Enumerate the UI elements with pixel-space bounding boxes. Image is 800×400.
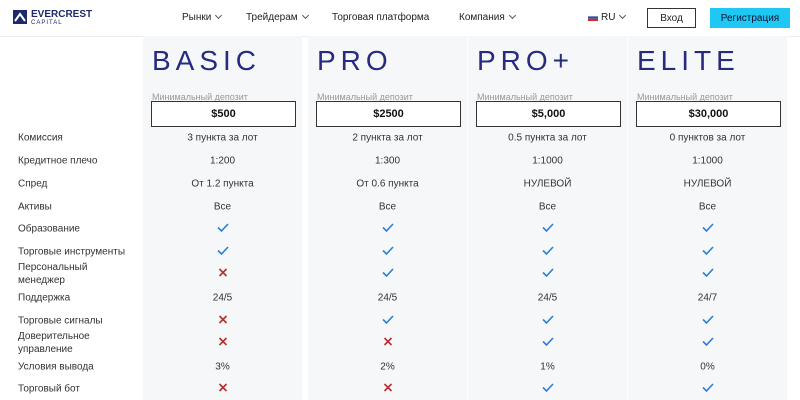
deposit-label: Минимальный депозит [317,92,413,102]
cross-icon [218,268,228,281]
row-label: Образование [18,223,80,235]
cell-text: Все [538,201,557,213]
logo-title[interactable]: EVERCREST [31,9,93,20]
cross-icon [218,337,228,350]
language-selector[interactable]: RU [601,11,627,23]
nav-text: Рынки [182,12,212,23]
cell-text: 24/7 [697,292,718,304]
cell-text: 24/5 [212,292,233,304]
plan-name: PRO [317,45,393,76]
nav-item[interactable]: Трейдерам [246,11,309,23]
cell-text: 1% [540,361,555,373]
check-icon [216,246,229,259]
row-label: Активы [18,201,52,213]
cell-text: От 1.2 пункта [191,178,254,190]
check-icon [541,383,554,396]
check-icon [381,223,394,236]
cell-text: 24/5 [537,292,558,304]
check-icon [541,337,554,350]
cross-icon [218,315,228,328]
cell-text: Все [213,201,232,213]
deposit-label: Минимальный депозит [477,92,573,102]
cell-text: 2% [380,361,395,373]
deposit-label: Минимальный депозит [152,92,248,102]
row-label: Доверительное управление [18,331,90,355]
plan-column [143,36,302,400]
cell-text: НУЛЕВОЙ [523,178,572,190]
login-button[interactable]: Вход [647,8,696,28]
plan-column [628,36,787,400]
check-icon [701,383,714,396]
row-label: Поддержка [18,292,71,304]
check-icon [381,315,394,328]
check-icon [701,246,714,259]
cell-text: 1:300 [374,155,401,167]
nav-item[interactable]: Рынки [182,11,223,23]
check-icon [541,268,554,281]
language-text: RU [601,12,616,23]
logo-icon [13,10,27,24]
logo-subtitle: CAPITAL [31,20,63,26]
cell-text: Все [378,201,397,213]
cell-text: 1:1000 [692,155,723,167]
check-icon [381,268,394,281]
nav-text: Трейдерам [246,12,298,23]
deposit-label: Минимальный депозит [637,92,733,102]
check-icon [541,223,554,236]
plan-column [468,36,627,400]
plan-name: PRO+ [477,45,575,76]
plan-name: BASIC [152,45,262,76]
row-label: Торговые инструменты [18,246,126,258]
cell-text: 24/5 [377,292,398,304]
check-icon [701,315,714,328]
check-icon [541,246,554,259]
cell-text: 3 пункта за лот [187,132,258,144]
check-icon [216,223,229,236]
flag-icon [588,14,598,21]
row-label: Персональный менеджер [18,262,88,286]
cell-text: Все [698,201,717,213]
nav-item[interactable]: Торговая платформа [332,12,430,23]
plan-name: ELITE [637,45,740,76]
deposit-value: $2500 [316,101,461,127]
row-label: Спред [18,178,48,190]
row-label: Торговые сигналы [18,315,103,327]
deposit-value: $30,000 [636,101,781,127]
row-label: Кредитное плечо [18,155,98,167]
check-icon [541,315,554,328]
plan-column [308,36,467,400]
nav-item[interactable]: Компания [459,11,516,23]
deposit-value: $500 [151,101,296,127]
cell-text: 2 пункта за лот [352,132,423,144]
check-icon [701,223,714,236]
cell-text: 1:1000 [532,155,563,167]
register-button[interactable]: Регистрация [710,8,790,28]
check-icon [701,337,714,350]
row-label: Комиссия [18,132,63,144]
check-icon [381,246,394,259]
cell-text: НУЛЕВОЙ [683,178,732,190]
deposit-value: $5,000 [476,101,621,127]
cell-text: 0 пунктов за лот [669,132,746,144]
cell-text: 0% [700,361,715,373]
row-label: Торговый бот [18,383,80,395]
cross-icon [383,383,393,396]
nav-text: Компания [459,12,505,23]
check-icon [701,268,714,281]
cell-text: От 0.6 пункта [356,178,419,190]
row-label: Условия вывода [18,361,94,373]
cross-icon [218,383,228,396]
cross-icon [383,337,393,350]
cell-text: 3% [215,361,230,373]
cell-text: 0.5 пункта за лот [508,132,587,144]
cell-text: 1:200 [209,155,236,167]
